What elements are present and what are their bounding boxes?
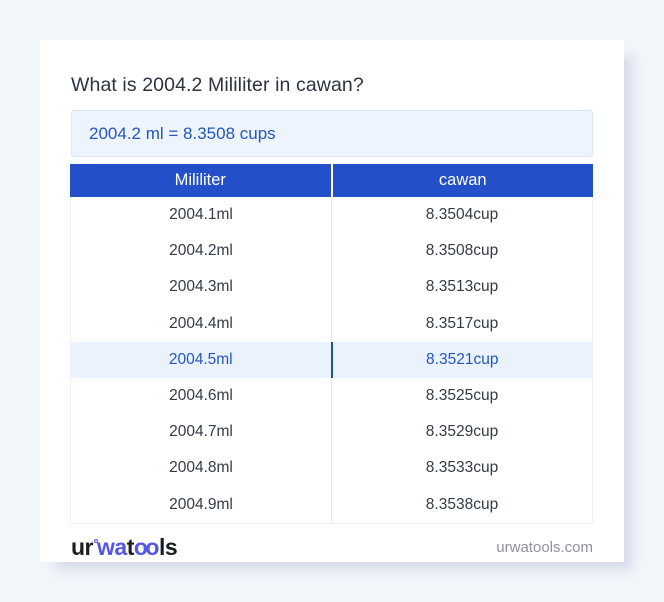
table-row[interactable]: 2004.2ml 8.3508cup <box>71 233 592 270</box>
conversion-result-box: 2004.2 ml = 8.3508 cups <box>71 110 593 157</box>
mililiter-value: 2004.6ml <box>71 377 332 415</box>
table-row[interactable]: 2004.3ml 8.3513cup <box>71 269 592 306</box>
mililiter-value: 2004.1ml <box>71 197 332 234</box>
cawan-value: 8.3529cup <box>425 423 499 441</box>
table-row[interactable]: 2004.8ml 8.3533cup <box>71 450 592 487</box>
cawan-value: 8.3538cup <box>425 495 499 513</box>
table-row[interactable]: 2004.4ml 8.3517cup <box>71 305 592 342</box>
logo-text-wa: wa <box>97 534 127 561</box>
mililiter-value: 2004.9ml <box>71 486 332 523</box>
urwatools-logo[interactable]: ur watools <box>71 534 178 561</box>
footer: ur watools urwatools.com <box>71 527 593 569</box>
conversion-table: Mililiter cawan 2004.1ml 8.3504cup 2004.2m… <box>70 164 593 524</box>
mililiter-value: 2004.5ml <box>71 341 333 378</box>
cawan-value: 8.3508cup <box>425 242 499 260</box>
table-row[interactable]: 2004.6ml 8.3525cup <box>71 377 592 415</box>
mililiter-value: 2004.7ml <box>71 414 332 451</box>
logo-text-ls: ls <box>158 534 178 561</box>
cawan-value: 8.3521cup <box>426 350 499 368</box>
table-row[interactable]: 2004.7ml 8.3529cup <box>71 414 592 451</box>
cawan-value: 8.3513cup <box>425 278 499 296</box>
table-row[interactable]: 2004.1ml 8.3504cup <box>71 197 592 234</box>
mililiter-value: 2004.3ml <box>71 269 332 306</box>
site-domain: urwatools.com <box>496 539 593 557</box>
logo-glasses-oo: oo <box>133 534 160 561</box>
mililiter-value: 2004.4ml <box>71 305 332 342</box>
column-header-cawan: cawan <box>438 171 487 189</box>
cawan-value: 8.3504cup <box>425 206 499 224</box>
logo-text-ur: ur <box>71 534 94 561</box>
column-header-mililiter: Mililiter <box>70 164 333 197</box>
cawan-value: 8.3525cup <box>425 387 499 405</box>
table-header-row: Mililiter cawan <box>70 164 593 197</box>
table-row[interactable]: 2004.5ml 8.3521cup <box>71 341 592 378</box>
mililiter-value: 2004.2ml <box>71 233 332 270</box>
cawan-value: 8.3517cup <box>425 314 499 332</box>
logo-text-t: t <box>126 534 135 561</box>
conversion-result-text: 2004.2 ml = 8.3508 cups <box>89 123 276 143</box>
table-row[interactable]: 2004.9ml 8.3538cup <box>71 486 592 523</box>
cawan-value: 8.3533cup <box>425 459 499 477</box>
page-title: What is 2004.2 Mililiter in cawan? <box>71 74 364 96</box>
mililiter-value: 2004.8ml <box>71 450 332 487</box>
converter-card: What is 2004.2 Mililiter in cawan? 2004.… <box>40 40 624 562</box>
logo-ring-icon <box>94 539 98 544</box>
table-body: 2004.1ml 8.3504cup 2004.2ml 8.3508cup 2004.3… <box>70 197 593 524</box>
